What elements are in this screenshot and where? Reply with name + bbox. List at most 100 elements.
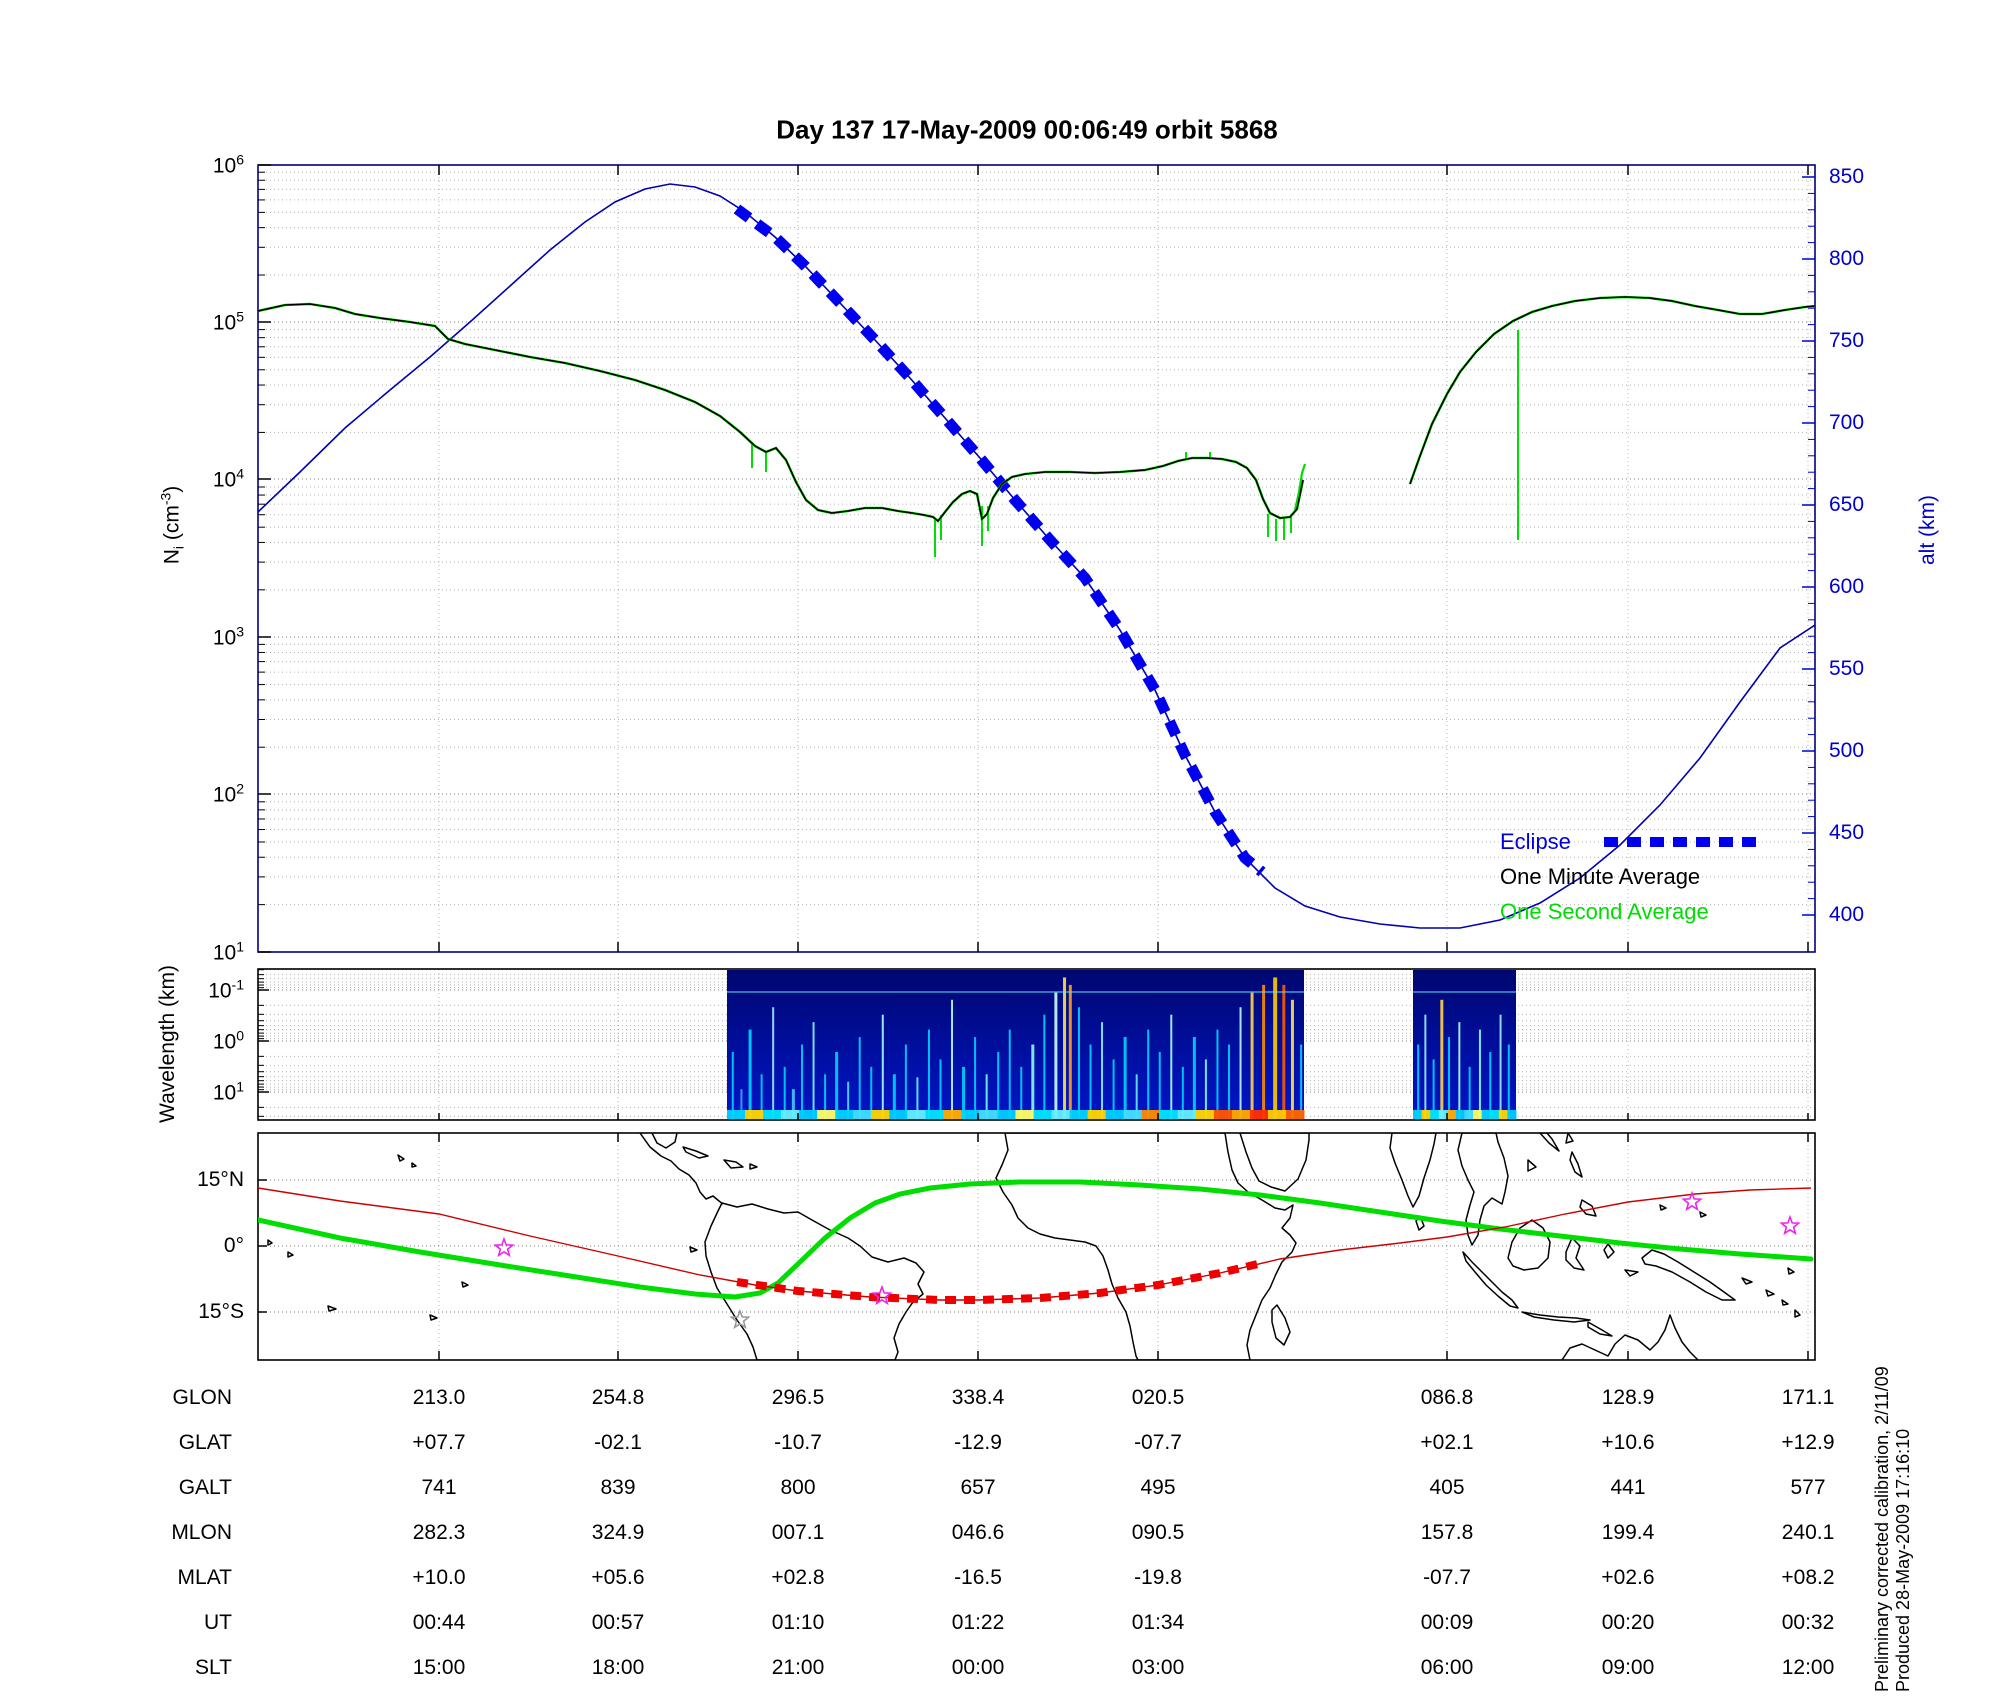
spectrogram-streak bbox=[1089, 1044, 1092, 1119]
map-layer bbox=[258, 1133, 1814, 1360]
coastline bbox=[749, 1163, 758, 1170]
spectrogram-streak bbox=[1424, 1014, 1427, 1119]
spectrogram-streak bbox=[1300, 1044, 1303, 1119]
table-value-slt-1: 18:00 bbox=[591, 1656, 645, 1679]
coastline bbox=[287, 1251, 294, 1258]
coastline bbox=[1781, 1299, 1789, 1306]
coastline bbox=[1521, 1311, 1591, 1323]
table-value-mlon-4: 090.5 bbox=[1131, 1521, 1185, 1544]
legend-one-second-label: One Second Average bbox=[1500, 899, 1709, 924]
spectrogram-bottom-band bbox=[1159, 1110, 1179, 1119]
note-calibration: Preliminary corrected calibration, 2/11/… bbox=[1872, 1366, 1892, 1692]
table-value-glat-4: -07.7 bbox=[1134, 1431, 1182, 1454]
table-row-label-mlon: MLON bbox=[171, 1521, 232, 1544]
spectrogram-bottom-band bbox=[889, 1110, 908, 1119]
table-value-mlat-3: -16.5 bbox=[954, 1566, 1002, 1589]
coastline bbox=[1389, 1133, 1437, 1208]
one-second-average-line bbox=[258, 302, 1305, 523]
spectrogram-bottom-band bbox=[1413, 1110, 1423, 1119]
spectrogram-streak bbox=[740, 1089, 743, 1119]
spectrogram-streak bbox=[1250, 992, 1254, 1119]
table-value-slt-2: 21:00 bbox=[771, 1656, 825, 1679]
table-value-glon-1: 254.8 bbox=[591, 1386, 645, 1409]
table-value-mlon-6: 199.4 bbox=[1601, 1521, 1655, 1544]
spectrogram-bottom-band bbox=[925, 1110, 944, 1119]
table-value-mlat-6: +02.6 bbox=[1601, 1566, 1655, 1589]
coastline bbox=[639, 1133, 724, 1205]
spectrogram-streak bbox=[1063, 977, 1067, 1119]
spectrogram-streak bbox=[1432, 1059, 1435, 1119]
table-row-label-ut: UT bbox=[204, 1611, 232, 1634]
table-value-ut-0: 00:44 bbox=[412, 1611, 466, 1634]
table-value-mlat-1: +05.6 bbox=[591, 1566, 645, 1589]
spectrogram-bottom-band bbox=[1033, 1110, 1053, 1119]
coastline bbox=[1641, 1249, 1736, 1301]
spectrogram-streak bbox=[1170, 1014, 1173, 1119]
table-value-galt-7: 577 bbox=[1790, 1476, 1826, 1499]
spectrogram-bottom-band bbox=[1105, 1110, 1125, 1119]
spectrogram-streak bbox=[1468, 1066, 1471, 1119]
table-value-glat-6: +10.6 bbox=[1601, 1431, 1655, 1454]
spectrogram-streak bbox=[1273, 977, 1278, 1119]
eclipse-dashed-line bbox=[733, 204, 1266, 877]
spectrogram-streak bbox=[892, 1074, 896, 1119]
coastline bbox=[1569, 1151, 1583, 1178]
spectrogram-streak bbox=[1282, 984, 1286, 1119]
coastline bbox=[1794, 1309, 1801, 1318]
spectrogram-bottom-band bbox=[817, 1110, 836, 1119]
ground-station-star bbox=[1779, 1214, 1801, 1236]
map-lat-label: 0° bbox=[223, 1234, 244, 1257]
coastline bbox=[651, 1133, 678, 1149]
spectrogram-streak bbox=[1031, 1044, 1035, 1119]
one-minute-average-line bbox=[258, 303, 1304, 523]
table-row-label-mlat: MLAT bbox=[177, 1566, 232, 1589]
legend-eclipse-label: Eclipse bbox=[1500, 829, 1571, 854]
table-value-mlat-2: +02.8 bbox=[771, 1566, 825, 1589]
spectrogram-streak bbox=[927, 1029, 930, 1119]
spectrogram-streak bbox=[801, 1044, 804, 1119]
coastline bbox=[1462, 1251, 1519, 1309]
ni-tick-label: 104 bbox=[212, 465, 244, 492]
wavelength-axis-label: Wavelength (km) bbox=[156, 965, 179, 1123]
spectrogram-bottom-band bbox=[1473, 1110, 1483, 1119]
table-value-ut-3: 01:22 bbox=[951, 1611, 1005, 1634]
ticks-layer bbox=[258, 164, 1815, 1360]
spectrogram-streak bbox=[858, 1037, 861, 1119]
legend-one-minute-label: One Minute Average bbox=[1500, 864, 1701, 889]
coastline bbox=[1527, 1159, 1537, 1172]
spectrogram-bottom-band bbox=[1438, 1110, 1448, 1119]
spectrogram-bottom-band bbox=[853, 1110, 872, 1119]
table-value-glon-5: 086.8 bbox=[1420, 1386, 1474, 1409]
ni-axis-label: Ni (cm-3) bbox=[157, 485, 187, 565]
spectrogram-bottom-band bbox=[1464, 1110, 1474, 1119]
coastline bbox=[1699, 1211, 1707, 1218]
spectrogram-bottom-band bbox=[1123, 1110, 1143, 1119]
spectrogram-streak bbox=[1043, 1014, 1046, 1119]
spectrogram-bottom-band bbox=[1430, 1110, 1440, 1119]
table-value-slt-4: 03:00 bbox=[1131, 1656, 1185, 1679]
coastline bbox=[1659, 1204, 1667, 1211]
ni-tick-label: 101 bbox=[212, 938, 244, 965]
table-row-label-galt: GALT bbox=[178, 1476, 232, 1499]
wavelength-tick-label: 10-1 bbox=[208, 976, 244, 1003]
spectrogram-streak bbox=[1440, 999, 1444, 1119]
table-value-mlon-0: 282.3 bbox=[412, 1521, 466, 1544]
alt-tick-label: 700 bbox=[1829, 411, 1865, 434]
spectrogram-streak bbox=[974, 1037, 977, 1119]
table-value-slt-5: 06:00 bbox=[1420, 1656, 1474, 1679]
coastline bbox=[1603, 1243, 1615, 1259]
coastline bbox=[1539, 1133, 1560, 1152]
table-value-glat-0: +07.7 bbox=[412, 1431, 466, 1454]
coastline bbox=[682, 1146, 709, 1159]
spectrogram-panel-frame bbox=[257, 968, 1816, 1121]
production-notes: Preliminary corrected calibration, 2/11/… bbox=[1872, 1292, 1914, 1692]
spectrogram-streak bbox=[1458, 1022, 1461, 1119]
table-row-label-glat: GLAT bbox=[178, 1431, 232, 1454]
spectrogram-streak bbox=[1216, 1029, 1219, 1119]
table-value-glon-7: 171.1 bbox=[1781, 1386, 1835, 1409]
spectrogram-bottom-band bbox=[979, 1110, 998, 1119]
spectrogram-streak bbox=[812, 1022, 815, 1119]
wavelength-tick-label: 101 bbox=[212, 1078, 244, 1105]
spectrogram-bottom-band bbox=[907, 1110, 926, 1119]
